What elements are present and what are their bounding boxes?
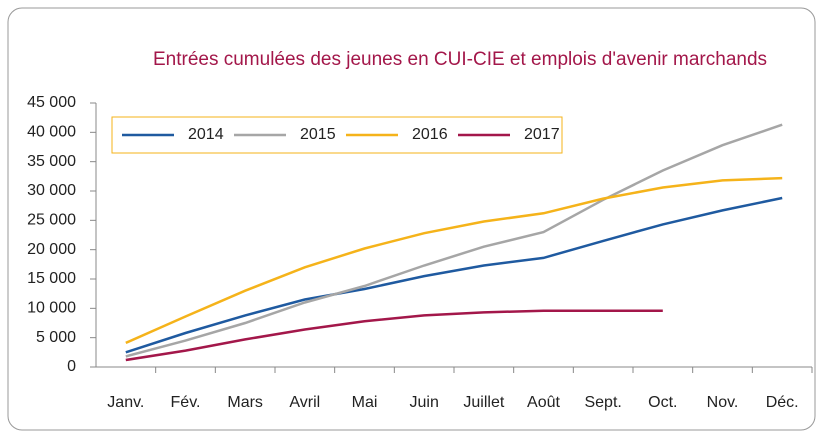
x-tick-label: Déc. — [766, 394, 799, 411]
legend-label: 2015 — [300, 126, 336, 143]
line-series — [125, 176, 783, 345]
y-tick-label: 45 000 — [27, 94, 76, 111]
x-tick-label: Avril — [289, 394, 320, 411]
legend-label: 2017 — [524, 126, 560, 143]
x-tick-label: Janv. — [107, 394, 144, 411]
legend-label: 2014 — [188, 126, 224, 143]
chart-title: Entrées cumulées des jeunes en CUI-CIE e… — [153, 49, 767, 70]
y-tick-label: 40 000 — [27, 124, 76, 141]
x-tick-label: Oct. — [648, 394, 677, 411]
y-tick-label: 5 000 — [36, 329, 76, 346]
line-series — [125, 196, 783, 354]
line-series — [125, 309, 663, 362]
x-tick-label: Mars — [227, 394, 263, 411]
legend-label: 2016 — [412, 126, 448, 143]
y-tick-label: 10 000 — [27, 300, 76, 317]
line-series — [125, 123, 783, 358]
x-tick-label: Août — [527, 394, 560, 411]
x-tick-label: Nov. — [707, 394, 739, 411]
x-tick-label: Fév. — [171, 394, 201, 411]
frame — [7, 7, 816, 431]
y-tick-label: 20 000 — [27, 241, 76, 258]
y-tick-label: 30 000 — [27, 182, 76, 199]
y-tick-label: 15 000 — [27, 270, 76, 287]
x-tick-label: Sept. — [584, 394, 621, 411]
y-tick-label: 0 — [67, 358, 76, 375]
x-tick-label: Mai — [352, 394, 378, 411]
y-tick-label: 25 000 — [27, 212, 76, 229]
x-tick-label: Juillet — [463, 394, 504, 411]
y-tick-label: 35 000 — [27, 153, 76, 170]
x-tick-label: Juin — [409, 394, 438, 411]
